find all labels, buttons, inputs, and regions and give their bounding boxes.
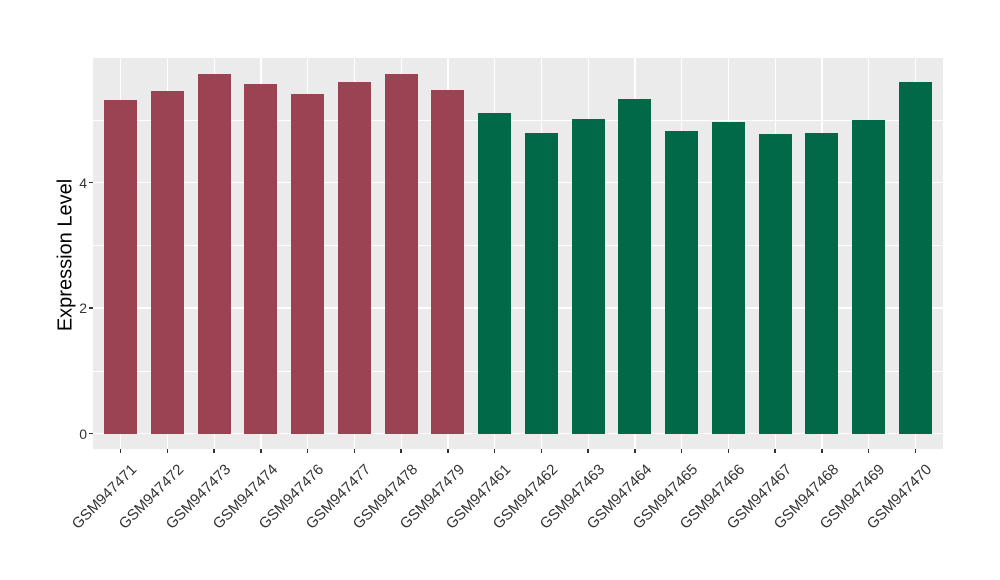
x-tick-mark <box>540 449 543 453</box>
x-tick-mark <box>353 449 356 453</box>
minor-gridline <box>93 245 943 246</box>
x-tick-mark <box>306 449 309 453</box>
x-tick-mark <box>260 449 262 453</box>
bar-GSM947472 <box>150 91 184 434</box>
x-tick-mark <box>493 449 496 453</box>
bar-GSM947465 <box>665 130 699 434</box>
y-tick-label: 4 <box>79 174 87 191</box>
x-tick-mark <box>400 449 402 453</box>
bar-GSM947468 <box>805 133 839 434</box>
major-gridline <box>93 307 943 309</box>
x-tick-mark <box>774 449 776 453</box>
x-tick-mark <box>447 449 449 453</box>
bar-GSM947476 <box>291 94 325 434</box>
bar-GSM947474 <box>244 83 278 434</box>
y-axis-title: Expression Level <box>54 178 77 332</box>
minor-gridline <box>93 370 943 372</box>
y-tick-mark <box>89 307 93 309</box>
x-tick-mark <box>821 449 823 453</box>
bar-GSM947471 <box>104 99 138 434</box>
bar-GSM947466 <box>711 122 745 434</box>
x-tick-mark <box>727 449 730 453</box>
x-tick-mark <box>166 449 169 453</box>
major-gridline <box>93 181 943 184</box>
x-tick-mark <box>867 449 870 453</box>
y-tick-mark <box>89 181 93 184</box>
x-tick-mark <box>213 449 215 453</box>
y-tick-label: 2 <box>79 300 87 317</box>
bar-GSM947462 <box>524 132 558 434</box>
bar-GSM947478 <box>384 73 418 434</box>
y-tick-label: 0 <box>79 425 87 442</box>
bar-GSM947473 <box>197 74 231 434</box>
x-tick-mark <box>587 449 589 453</box>
bar-GSM947461 <box>478 113 512 434</box>
y-tick-mark <box>89 432 93 435</box>
major-gridline <box>93 432 943 435</box>
major-gridline <box>93 57 943 58</box>
x-tick-mark <box>119 449 122 453</box>
minor-gridline <box>93 119 943 121</box>
bar-GSM947467 <box>758 133 792 434</box>
bar-GSM947469 <box>852 119 886 434</box>
bar-GSM947464 <box>618 99 652 434</box>
x-tick-mark <box>914 449 917 453</box>
x-tick-mark <box>634 449 636 453</box>
bar-GSM947477 <box>337 82 371 434</box>
bar-GSM947470 <box>898 81 932 434</box>
x-tick-mark <box>680 449 683 453</box>
bar-GSM947463 <box>571 119 605 434</box>
plot-panel <box>93 57 943 449</box>
bar-GSM947479 <box>431 90 465 434</box>
